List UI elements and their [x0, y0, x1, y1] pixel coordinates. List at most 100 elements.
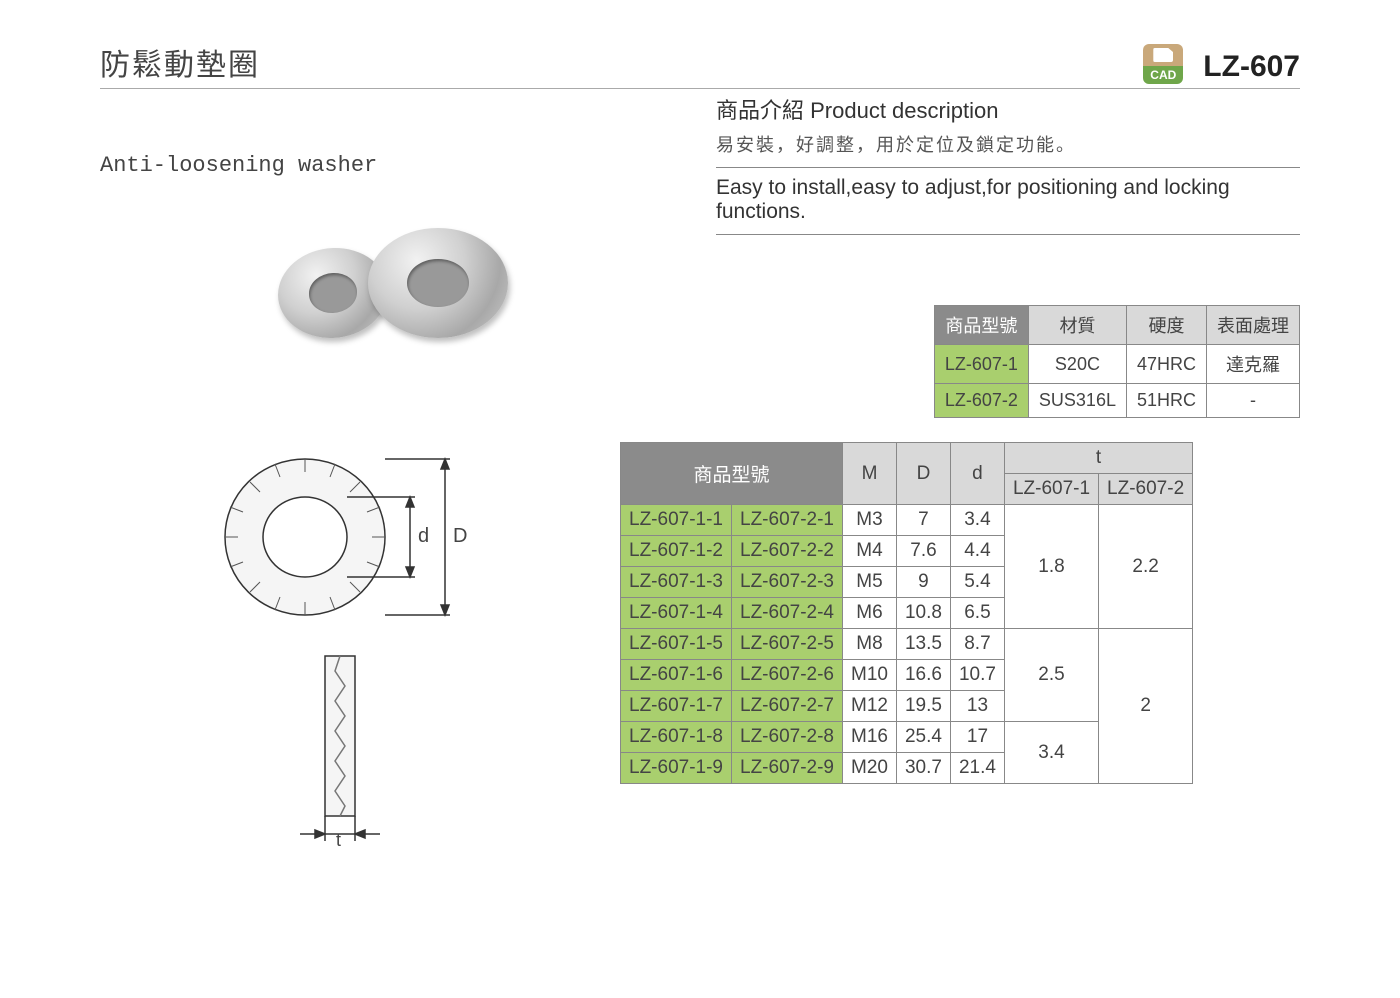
dim-label-d: d: [418, 525, 429, 547]
cell: M6: [843, 598, 897, 629]
col-surface: 表面處理: [1207, 306, 1300, 345]
cell: 21.4: [950, 753, 1004, 784]
title-en: Anti-loosening washer: [100, 153, 676, 178]
cell: 6.5: [950, 598, 1004, 629]
col-material: 材質: [1028, 306, 1126, 345]
cell: 7.6: [896, 536, 950, 567]
col-t1: LZ-607-1: [1004, 474, 1098, 505]
header-right: CAD LZ-607: [1143, 44, 1300, 84]
description-en: Easy to install,easy to adjust,for posit…: [716, 176, 1300, 224]
cell: -: [1207, 384, 1300, 418]
description-heading: 商品介紹 Product description: [716, 93, 1300, 125]
cell: S20C: [1028, 345, 1126, 384]
diagrams: d D t: [100, 442, 580, 846]
cell: 17: [950, 722, 1004, 753]
cell: M5: [843, 567, 897, 598]
col-model: 商品型號: [934, 306, 1028, 345]
cell: M16: [843, 722, 897, 753]
product-code: LZ-607: [1203, 50, 1300, 84]
cell: LZ-607-1-9: [621, 753, 732, 784]
cell: 達克羅: [1207, 345, 1300, 384]
col-model: 商品型號: [621, 443, 843, 505]
table-row: 商品型號 M D d t: [621, 443, 1193, 474]
cell: LZ-607-1-5: [621, 629, 732, 660]
cell: LZ-607-1-8: [621, 722, 732, 753]
table-row: LZ-607-1-1LZ-607-2-1M373.41.82.2: [621, 505, 1193, 536]
upper-right: 商品介紹 Product description 易安裝，好調整，用於定位及鎖定…: [716, 93, 1300, 418]
title-zh: 防鬆動墊圈: [100, 40, 260, 84]
cell: LZ-607-2-5: [732, 629, 843, 660]
upper-left: Anti-loosening washer: [100, 93, 676, 418]
cell: M10: [843, 660, 897, 691]
upper-section: Anti-loosening washer 商品介紹 Product descr…: [100, 93, 1300, 418]
cell-t2: 2: [1099, 629, 1193, 784]
cell: M20: [843, 753, 897, 784]
product-photo: [268, 218, 508, 358]
table-row: 商品型號 材質 硬度 表面處理: [934, 306, 1299, 345]
cell: LZ-607-1-3: [621, 567, 732, 598]
cell-t1: 1.8: [1004, 505, 1098, 629]
dimension-table-wrap: 商品型號 M D d t LZ-607-1 LZ-607-2 LZ-607-1-…: [620, 442, 1300, 846]
cell: 4.4: [950, 536, 1004, 567]
material-table: 商品型號 材質 硬度 表面處理 LZ-607-1 S20C 47HRC 達克羅 …: [934, 305, 1300, 418]
col-d: d: [950, 443, 1004, 505]
col-D: D: [896, 443, 950, 505]
cell: M12: [843, 691, 897, 722]
cell: LZ-607-1-6: [621, 660, 732, 691]
table-row: LZ-607-2 SUS316L 51HRC -: [934, 384, 1299, 418]
table-row: LZ-607-1 S20C 47HRC 達克羅: [934, 345, 1299, 384]
cell: LZ-607-1-1: [621, 505, 732, 536]
diagram-side-view: t: [280, 646, 400, 846]
cell: 3.4: [950, 505, 1004, 536]
cell: 13.5: [896, 629, 950, 660]
col-hardness: 硬度: [1126, 306, 1206, 345]
cell: 30.7: [896, 753, 950, 784]
cell: LZ-607-2-4: [732, 598, 843, 629]
cell: LZ-607-2-8: [732, 722, 843, 753]
cell: LZ-607-1-2: [621, 536, 732, 567]
dimension-table: 商品型號 M D d t LZ-607-1 LZ-607-2 LZ-607-1-…: [620, 442, 1193, 784]
cell: M4: [843, 536, 897, 567]
cell: 8.7: [950, 629, 1004, 660]
cell: 47HRC: [1126, 345, 1206, 384]
cell: 13: [950, 691, 1004, 722]
col-t: t: [1004, 443, 1192, 474]
cell: 51HRC: [1126, 384, 1206, 418]
diagram-top-view: d D: [210, 452, 470, 622]
cad-icon[interactable]: CAD: [1143, 44, 1183, 84]
page-header: 防鬆動墊圈 CAD LZ-607: [100, 40, 1300, 89]
cell: SUS316L: [1028, 384, 1126, 418]
col-t2: LZ-607-2: [1099, 474, 1193, 505]
cell-t1: 2.5: [1004, 629, 1098, 722]
dim-label-t: t: [336, 830, 341, 846]
cell: LZ-607-2-1: [732, 505, 843, 536]
dim-label-D: D: [453, 525, 467, 547]
cell: LZ-607-1: [934, 345, 1028, 384]
cell: LZ-607-2-9: [732, 753, 843, 784]
cell: LZ-607-1-4: [621, 598, 732, 629]
cell: 19.5: [896, 691, 950, 722]
cell: 25.4: [896, 722, 950, 753]
cell: LZ-607-2-3: [732, 567, 843, 598]
cell: LZ-607-2-7: [732, 691, 843, 722]
cell: M8: [843, 629, 897, 660]
lower-section: d D t: [100, 442, 1300, 846]
cell: LZ-607-2: [934, 384, 1028, 418]
cell: 10.7: [950, 660, 1004, 691]
cell: LZ-607-2-6: [732, 660, 843, 691]
cell: LZ-607-2-2: [732, 536, 843, 567]
cell: 10.8: [896, 598, 950, 629]
cell: M3: [843, 505, 897, 536]
material-table-wrap: 商品型號 材質 硬度 表面處理 LZ-607-1 S20C 47HRC 達克羅 …: [716, 305, 1300, 418]
table-row: LZ-607-1-5LZ-607-2-5M813.58.72.52: [621, 629, 1193, 660]
cell-t1: 3.4: [1004, 722, 1098, 784]
cell-t2: 2.2: [1099, 505, 1193, 629]
cell: 9: [896, 567, 950, 598]
divider: [716, 234, 1300, 235]
col-M: M: [843, 443, 897, 505]
divider: [716, 167, 1300, 168]
cell: 7: [896, 505, 950, 536]
description-zh: 易安裝，好調整，用於定位及鎖定功能。: [716, 131, 1300, 157]
cad-icon-label: CAD: [1150, 68, 1176, 82]
cell: 16.6: [896, 660, 950, 691]
